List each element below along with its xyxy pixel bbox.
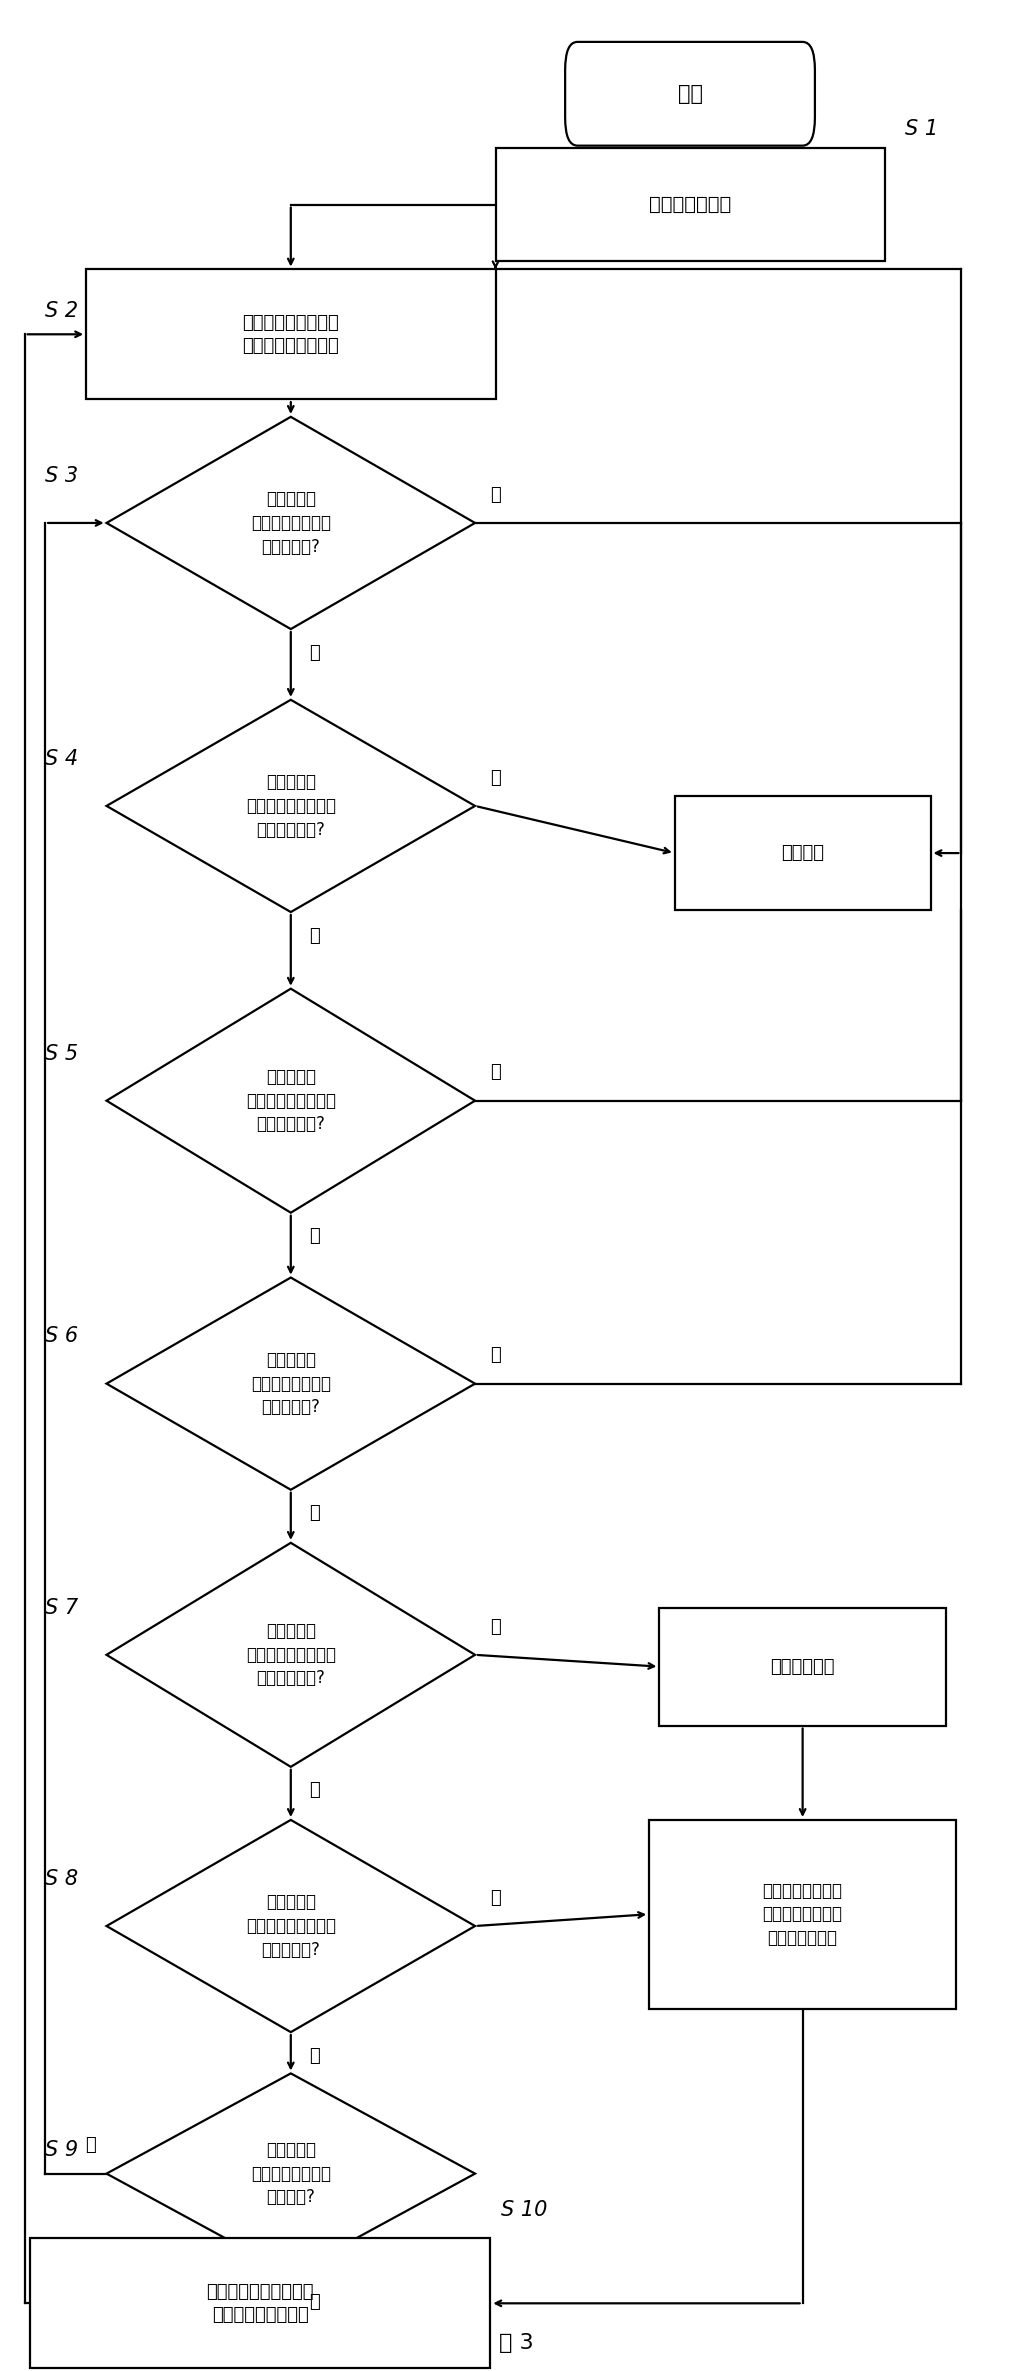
Text: 是: 是 <box>490 1347 502 1363</box>
Text: S 1: S 1 <box>905 119 938 140</box>
Polygon shape <box>106 1544 475 1766</box>
Text: 是: 是 <box>490 486 502 503</box>
Text: 是: 是 <box>490 1062 502 1081</box>
Polygon shape <box>106 1821 475 2032</box>
Polygon shape <box>106 699 475 913</box>
Text: S 5: S 5 <box>45 1043 78 1065</box>
Text: 第一电池组
及第二电池组是否超
过临界电压?: 第一电池组 及第二电池组是否超 过临界电压? <box>246 1894 335 1958</box>
FancyBboxPatch shape <box>495 147 884 261</box>
Text: 图 3: 图 3 <box>498 2333 534 2352</box>
Text: 开启第一电池组及第
二电池组的充电开关: 开启第一电池组及第 二电池组的充电开关 <box>243 313 340 356</box>
Text: S 8: S 8 <box>45 1868 78 1890</box>
Text: 临界安全事件: 临界安全事件 <box>770 1657 835 1676</box>
Text: S 6: S 6 <box>45 1325 78 1347</box>
Text: S 2: S 2 <box>45 301 78 320</box>
Text: 第一电池组
或第二电池组的电
压是否平衡?: 第一电池组 或第二电池组的电 压是否平衡? <box>251 1351 331 1415</box>
FancyBboxPatch shape <box>86 270 495 398</box>
Text: S 3: S 3 <box>45 465 78 486</box>
Text: S 10: S 10 <box>501 2200 547 2219</box>
Polygon shape <box>106 2072 475 2274</box>
Text: S 9: S 9 <box>45 2141 78 2160</box>
Text: S 4: S 4 <box>45 749 78 768</box>
Text: 是: 是 <box>490 1617 502 1636</box>
Text: 否: 否 <box>310 643 320 662</box>
Text: 否: 否 <box>310 2046 320 2065</box>
Polygon shape <box>106 989 475 1212</box>
Text: 安全事件: 安全事件 <box>781 844 825 863</box>
Text: 否: 否 <box>310 1228 320 1245</box>
Text: 烧断第一电池组及
第二电池组的第一
可程序化保险丝: 烧断第一电池组及 第二电池组的第一 可程序化保险丝 <box>763 1883 842 1947</box>
Text: 是: 是 <box>490 768 502 787</box>
Text: 第一电池组
或第二电池组的充电
开关是否故障?: 第一电池组 或第二电池组的充电 开关是否故障? <box>246 1622 335 1688</box>
FancyBboxPatch shape <box>30 2238 490 2369</box>
Polygon shape <box>106 1278 475 1489</box>
FancyBboxPatch shape <box>659 1608 946 1726</box>
Text: 否: 否 <box>310 1503 320 1522</box>
Text: S 7: S 7 <box>45 1598 78 1617</box>
Text: 第一电池组
或第二电池组的充电
电流是否过高?: 第一电池组 或第二电池组的充电 电流是否过高? <box>246 773 335 839</box>
Text: 是: 是 <box>490 1890 502 1906</box>
FancyBboxPatch shape <box>675 797 931 910</box>
Text: 切换电池组状态: 切换电池组状态 <box>649 194 731 213</box>
Polygon shape <box>106 417 475 628</box>
Text: 第一电池组
或第二电池组的充电
温度是否过高?: 第一电池组 或第二电池组的充电 温度是否过高? <box>246 1067 335 1133</box>
Text: 开始: 开始 <box>678 83 703 104</box>
FancyBboxPatch shape <box>566 43 815 145</box>
Text: 第一电池组
及第二电池组是否
完全充饱?: 第一电池组 及第二电池组是否 完全充饱? <box>251 2141 331 2207</box>
Text: 是: 是 <box>310 2293 320 2312</box>
Text: 将第一电池组或第二电
池组的充电开关关闭: 将第一电池组或第二电 池组的充电开关关闭 <box>206 2283 314 2324</box>
Text: 第一电池组
或第二电池组的电
压是否过高?: 第一电池组 或第二电池组的电 压是否过高? <box>251 491 331 555</box>
Text: 否: 否 <box>86 2136 96 2155</box>
FancyBboxPatch shape <box>649 1821 957 2008</box>
Text: 否: 否 <box>310 1781 320 1800</box>
Text: 否: 否 <box>310 927 320 944</box>
